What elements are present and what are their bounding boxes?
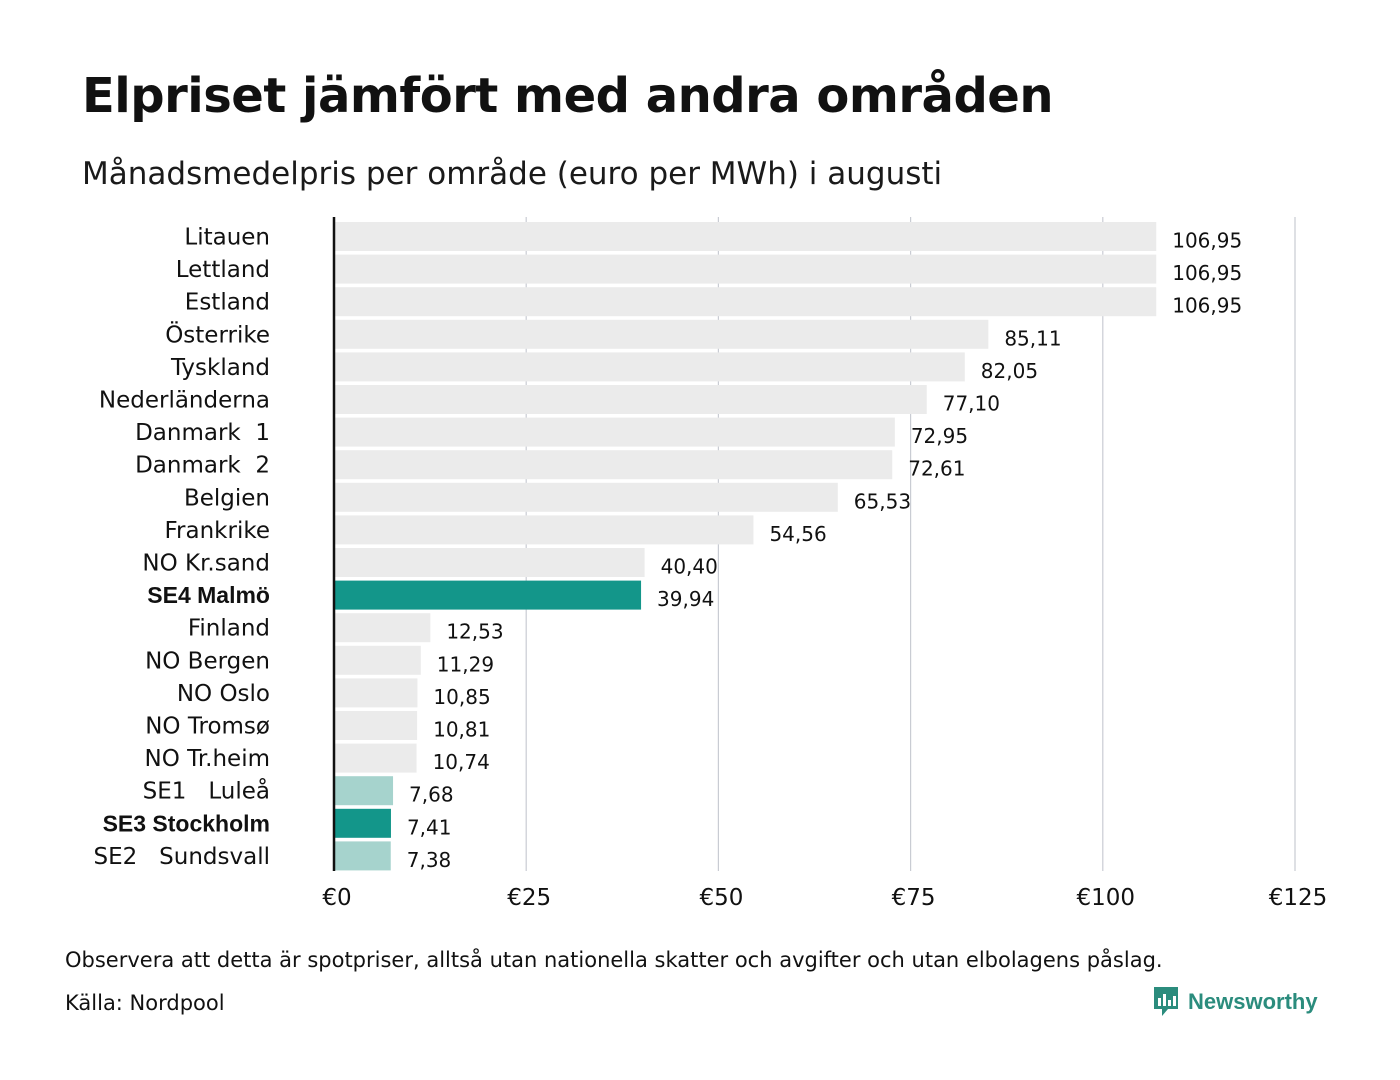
value-label: 72,61 [908, 457, 965, 481]
value-label: 82,05 [981, 359, 1038, 383]
brand-logo[interactable]: Newsworthy [1152, 985, 1318, 1019]
value-label: 7,38 [407, 848, 452, 872]
category-label: NO Kr.sand [142, 551, 270, 577]
bar [334, 385, 927, 414]
bar [334, 645, 421, 675]
category-label: Nederländerna [99, 388, 270, 414]
value-label: 106,95 [1172, 261, 1242, 285]
bar [334, 287, 1157, 317]
category-label: Tyskland [170, 355, 270, 381]
category-label: Frankrike [165, 518, 271, 544]
bar [334, 417, 895, 447]
bar [334, 711, 418, 740]
category-label: Lettland [176, 257, 270, 283]
category-label: NO Oslo [177, 681, 270, 707]
x-tick-label: €0 [322, 885, 351, 911]
value-label: 65,53 [854, 489, 911, 513]
category-label: Litauen [184, 225, 270, 251]
bar [334, 841, 391, 871]
category-label: Österrike [165, 320, 270, 348]
chart-title: Elpriset jämfört med andra områden [82, 68, 1054, 124]
bar [334, 613, 431, 643]
value-label: 106,95 [1172, 229, 1242, 253]
value-label: 7,68 [409, 783, 454, 807]
value-label: 10,74 [433, 750, 490, 774]
x-tick-label: €50 [699, 885, 743, 911]
chart-subtitle: Månadsmedelpris per område (euro per MWh… [82, 156, 943, 192]
value-label: 85,11 [1004, 326, 1061, 350]
x-tick-label: €125 [1269, 885, 1328, 911]
bar [334, 319, 989, 349]
bar [334, 678, 418, 708]
category-label: NO Tr.heim [145, 746, 270, 772]
category-label: SE4 Malmö [147, 582, 270, 608]
value-label: 106,95 [1172, 294, 1242, 318]
bars [334, 222, 1157, 871]
value-label: 10,85 [433, 685, 490, 709]
category-label: NO Tromsø [145, 714, 270, 740]
value-label: 40,40 [661, 555, 718, 579]
category-label: Danmark 2 [135, 453, 270, 479]
category-label: SE1 Luleå [143, 777, 270, 805]
x-tick-label: €75 [892, 885, 936, 911]
bar [334, 482, 838, 512]
category-label: NO Bergen [145, 648, 270, 674]
value-label: 10,81 [433, 718, 490, 742]
bar [334, 808, 391, 838]
value-label: 72,95 [911, 424, 968, 448]
footnote: Observera att detta är spotpriser, allts… [65, 948, 1163, 972]
category-label: Belgien [184, 485, 270, 511]
category-label: Danmark 1 [135, 420, 270, 446]
value-label: 7,41 [407, 815, 452, 839]
brand-name: Newsworthy [1188, 989, 1318, 1014]
value-label: 77,10 [943, 392, 1000, 416]
bar [334, 515, 754, 545]
bar [334, 450, 893, 480]
x-tick-label: €25 [507, 885, 551, 911]
category-label: SE3 Stockholm [103, 810, 270, 836]
bar [334, 222, 1157, 251]
bar [334, 743, 417, 773]
bar [334, 776, 394, 806]
source-label: Källa: Nordpool [65, 991, 225, 1015]
value-label: 12,53 [446, 620, 503, 644]
x-tick-label: €100 [1077, 885, 1136, 911]
category-label: SE2 Sundsvall [93, 844, 270, 870]
bar-chart: €0 €25 €50 €75 €100 €125 Litauen 106,95 Lettland… [93, 217, 1327, 912]
value-label: 54,56 [769, 522, 826, 546]
bar [334, 352, 965, 382]
category-label: Estland [185, 290, 270, 316]
bar [334, 254, 1157, 284]
category-label: Finland [188, 616, 270, 642]
value-label: 39,94 [657, 587, 714, 611]
newsworthy-logo-icon [1154, 987, 1178, 1016]
value-label: 11,29 [437, 652, 494, 676]
labels: €0 €25 €50 €75 €100 €125 Litauen 106,95 Lettland… [93, 225, 1327, 912]
bar [334, 580, 642, 610]
bar [334, 548, 645, 577]
